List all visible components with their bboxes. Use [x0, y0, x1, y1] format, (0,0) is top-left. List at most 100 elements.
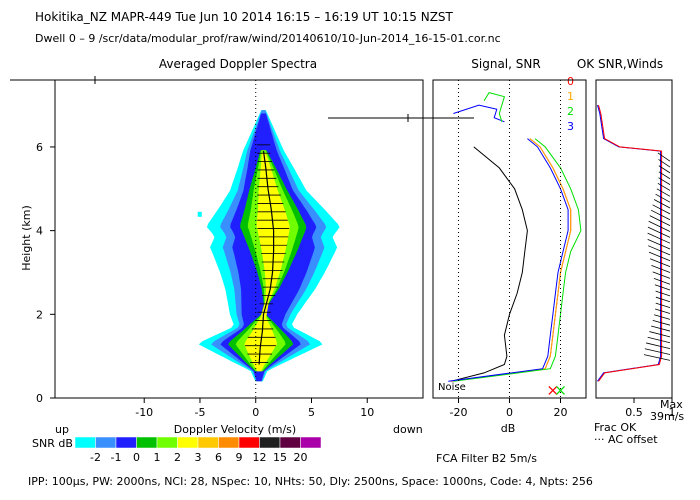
- winds-title: OK SNR,Winds: [577, 57, 663, 71]
- spectra-y-label: Height (km): [20, 205, 33, 271]
- spectra-axes: -10 -5 0 5 10 0 2 4 6: [36, 79, 424, 419]
- snr-x-label: dB: [501, 422, 516, 435]
- colorbar-swatch: [74, 436, 96, 449]
- wind-arrow: [644, 348, 671, 355]
- mean-velocity-line: [258, 151, 275, 365]
- snr-noise-marker: [548, 386, 558, 395]
- spectra-frame: [54, 79, 424, 399]
- colorbar-swatch: [156, 436, 178, 449]
- wind-arrow: [658, 171, 671, 180]
- wind-arrow: [651, 325, 671, 332]
- spectra-x-tick-label: 0: [252, 406, 259, 419]
- wind-arrow: [653, 278, 671, 285]
- wind-arrow: [647, 238, 671, 250]
- wind-arrow: [655, 308, 671, 314]
- wind-arrow: [648, 245, 671, 256]
- snr-series-1: [450, 138, 572, 382]
- header-line-2: Dwell 0 – 9 /scr/data/modular_prof/raw/w…: [35, 32, 501, 45]
- max-value: 39m/s: [650, 410, 684, 423]
- frac-ok-line: [598, 104, 663, 382]
- legend-item-3: 3: [567, 120, 574, 133]
- frac-ok-line: [597, 104, 662, 382]
- wind-arrow: [647, 232, 671, 244]
- spectra-x-label: Doppler Velocity (m/s): [174, 423, 296, 436]
- colorbar-tick-label: 6: [215, 451, 222, 464]
- snr-series-2: [453, 138, 582, 382]
- wind-arrow: [653, 199, 671, 209]
- legend-item-0: 0: [567, 75, 574, 88]
- spectra-y-tick-label: 6: [36, 141, 43, 154]
- wind-arrow: [651, 264, 671, 273]
- colorbar-swatch: [238, 436, 260, 449]
- colorbar-tick-label: 20: [294, 451, 308, 464]
- snr-upper-segment-blue: [453, 104, 505, 123]
- wind-arrow: [643, 354, 671, 361]
- colorbar-tick-label: 9: [236, 451, 243, 464]
- colorbar-tick-label: 1: [154, 451, 161, 464]
- snr-legend: 0 1 2 3: [567, 75, 574, 133]
- colorbar-tick-label: 0: [133, 451, 140, 464]
- snr-axes: -20 0 20: [432, 79, 587, 419]
- snr-lines: [448, 92, 582, 395]
- wind-arrow: [655, 296, 671, 303]
- spectra-x-tick-label: 10: [360, 406, 374, 419]
- winds-x-tick-label: 0.5: [625, 406, 643, 419]
- spectra-heatmap: [197, 110, 340, 382]
- frac-ok-label: Frac OK: [594, 421, 637, 434]
- spectra-y-tick-label: 2: [36, 308, 43, 321]
- colorbar-swatch: [177, 436, 199, 449]
- wind-arrow: [656, 188, 671, 197]
- spectra-x-tick-label: -5: [194, 406, 205, 419]
- snr-x-tick-label: 20: [554, 406, 568, 419]
- snr-noise-marker: [556, 386, 565, 395]
- colorbar-swatch: [197, 436, 219, 449]
- spectra-title: Averaged Doppler Spectra: [159, 57, 317, 71]
- snr-series-3: [448, 138, 569, 382]
- colorbar-swatch: [300, 436, 322, 449]
- wind-arrow: [652, 271, 671, 279]
- colorbar-swatch: [115, 436, 137, 449]
- wind-arrow: [654, 284, 671, 291]
- colorbar-tick-label: 15: [273, 451, 287, 464]
- wind-arrow: [647, 336, 671, 344]
- colorbar-label: SNR dB: [32, 437, 73, 450]
- legend-item-1: 1: [567, 90, 574, 103]
- snr-upper-segment-green: [483, 92, 506, 122]
- colorbar-tick-label: -1: [111, 451, 122, 464]
- winds-axes: 0.5 1: [625, 398, 676, 419]
- noise-label: Noise: [438, 382, 466, 393]
- snr-frame: [432, 79, 587, 399]
- snr-series-0: [450, 138, 572, 382]
- spectra-right-label: down: [393, 423, 423, 436]
- wind-arrow: [657, 152, 671, 162]
- footer-params: IPP: 100µs, PW: 2000ns, NCI: 28, NSpec: …: [28, 475, 593, 488]
- snr-colorbar: -2 -1 0 1 2 3 6 9 12 15 20: [74, 436, 322, 464]
- colorbar-swatch: [218, 436, 240, 449]
- colorbar-swatch: [279, 436, 301, 449]
- wind-arrow: [646, 342, 671, 350]
- spectra-x-tick-label: -10: [135, 406, 153, 419]
- mean-velocity-profile: [245, 144, 290, 365]
- colorbar-tick-label: 3: [195, 451, 202, 464]
- wind-arrow: [652, 204, 671, 215]
- ac-offset-label: ··· AC offset: [594, 433, 658, 446]
- wind-arrow: [650, 209, 671, 221]
- header-line-1: Hokitika_NZ MAPR-449 Tue Jun 10 2014 16:…: [35, 10, 453, 24]
- colorbar-swatch: [259, 436, 281, 449]
- wind-arrow: [657, 182, 671, 191]
- wind-arrow: [658, 177, 671, 185]
- spectra-x-tick-label: 5: [308, 406, 315, 419]
- wind-arrow: [652, 319, 671, 326]
- snr-x-tick-label: 0: [506, 406, 513, 419]
- spectra-y-tick-label: 0: [36, 392, 43, 405]
- wind-arrow: [647, 226, 671, 238]
- wind-arrow: [658, 159, 671, 168]
- spectra-left-label: up: [55, 423, 69, 436]
- wind-arrow: [648, 251, 671, 262]
- signal-line: [450, 146, 528, 382]
- colorbar-tick-label: -2: [90, 451, 101, 464]
- winds-x-tick-label: 1: [669, 406, 676, 419]
- wind-arrow: [653, 314, 671, 320]
- max-label: Max: [660, 398, 683, 411]
